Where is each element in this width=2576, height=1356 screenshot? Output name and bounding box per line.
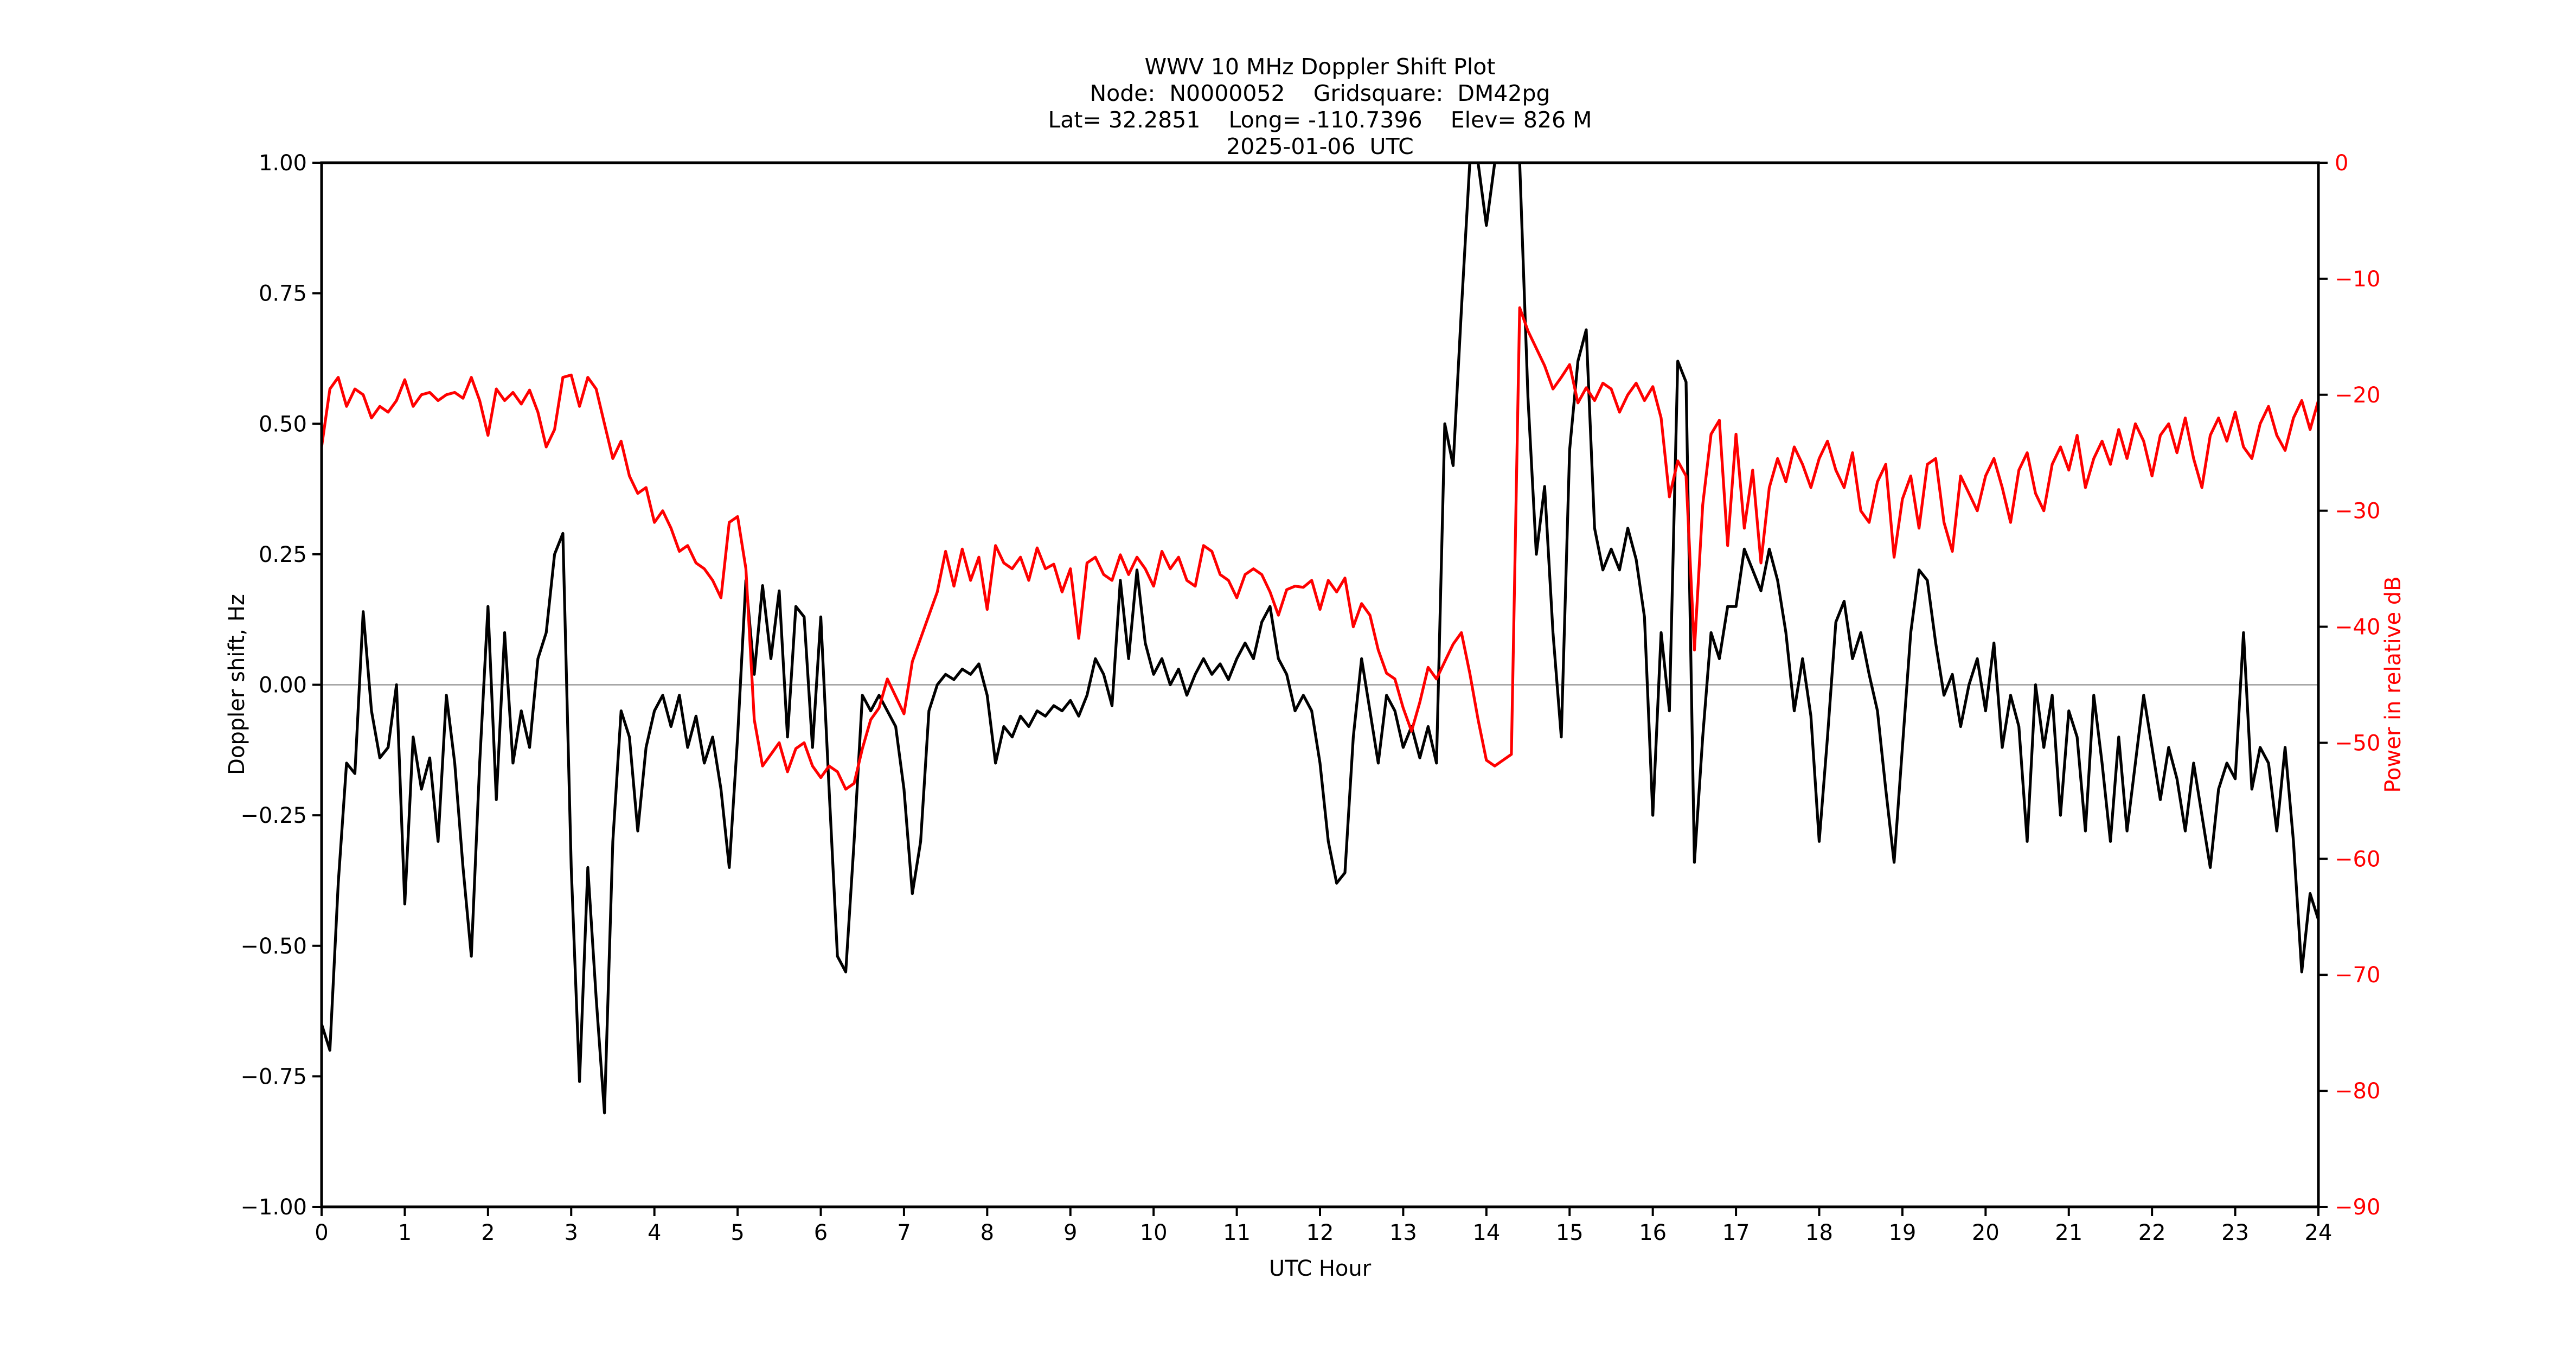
x-tick-label: 11: [1223, 1220, 1251, 1245]
chart-title: WWV 10 MHz Doppler Shift Plot: [1144, 54, 1496, 80]
x-tick-label: 15: [1556, 1220, 1584, 1245]
x-tick-label: 16: [1639, 1220, 1667, 1245]
y-left-tick-label: 0.75: [259, 282, 307, 306]
y-right-tick-label: −60: [2335, 847, 2380, 872]
y-right-tick-label: −10: [2335, 267, 2380, 292]
y-left-tick-label: −1.00: [240, 1195, 307, 1220]
y-left-tick-label: −0.25: [240, 803, 307, 828]
x-tick-label: 19: [1888, 1220, 1916, 1245]
x-tick-label: 22: [2138, 1220, 2166, 1245]
x-tick-label: 5: [730, 1220, 744, 1245]
x-tick-label: 6: [814, 1220, 828, 1245]
x-tick-label: 9: [1063, 1220, 1077, 1245]
y-left-tick-label: 1.00: [259, 151, 307, 176]
chart-subtitle-lat-long-elev: Lat= 32.2851 Long= -110.7396 Elev= 826 M: [1048, 107, 1592, 133]
chart-header: WWV 10 MHz Doppler Shift Plot Node: N000…: [322, 54, 2318, 160]
x-tick-label: 14: [1472, 1220, 1500, 1245]
x-tick-label: 4: [648, 1220, 661, 1245]
x-tick-label: 8: [981, 1220, 994, 1245]
x-tick-label: 23: [2221, 1220, 2249, 1245]
doppler-series-line: [322, 163, 2318, 1115]
y-right-tick-label: −90: [2335, 1195, 2380, 1220]
y-left-tick-label: 0.50: [259, 412, 307, 437]
x-tick-label: 7: [897, 1220, 911, 1245]
y-right-tick-label: −20: [2335, 383, 2380, 408]
chart-subtitle-date: 2025-01-06 UTC: [1226, 133, 1414, 159]
x-tick-label: 3: [565, 1220, 578, 1245]
y-right-tick-label: 0: [2335, 151, 2348, 176]
x-tick-label: 20: [1972, 1220, 2000, 1245]
y-left-tick-label: 0.00: [259, 673, 307, 698]
y-right-tick-label: −40: [2335, 615, 2380, 640]
power-series-line: [322, 306, 2318, 791]
x-tick-label: 18: [1805, 1220, 1833, 1245]
x-tick-label: 12: [1306, 1220, 1334, 1245]
x-axis-label: UTC Hour: [1268, 1256, 1372, 1281]
y-right-tick-label: −50: [2335, 731, 2380, 756]
x-tick-label: 21: [2055, 1220, 2082, 1245]
chart-subtitle-node-gridsquare: Node: N0000052 Gridsquare: DM42pg: [1090, 80, 1550, 106]
x-tick-label: 2: [481, 1220, 495, 1245]
x-tick-label: 0: [315, 1220, 328, 1245]
y-left-tick-label: 0.25: [259, 542, 307, 567]
x-tick-label: 13: [1389, 1220, 1417, 1245]
y-left-tick-label: −0.75: [240, 1064, 307, 1089]
y-right-tick-label: −70: [2335, 963, 2380, 988]
x-tick-label: 1: [398, 1220, 412, 1245]
y-right-tick-label: −80: [2335, 1079, 2380, 1104]
x-tick-label: 17: [1722, 1220, 1750, 1245]
y-right-tick-label: −30: [2335, 499, 2380, 524]
y-left-tick-label: −0.50: [240, 934, 307, 959]
x-tick-label: 10: [1140, 1220, 1168, 1245]
x-tick-label: 24: [2305, 1220, 2333, 1245]
